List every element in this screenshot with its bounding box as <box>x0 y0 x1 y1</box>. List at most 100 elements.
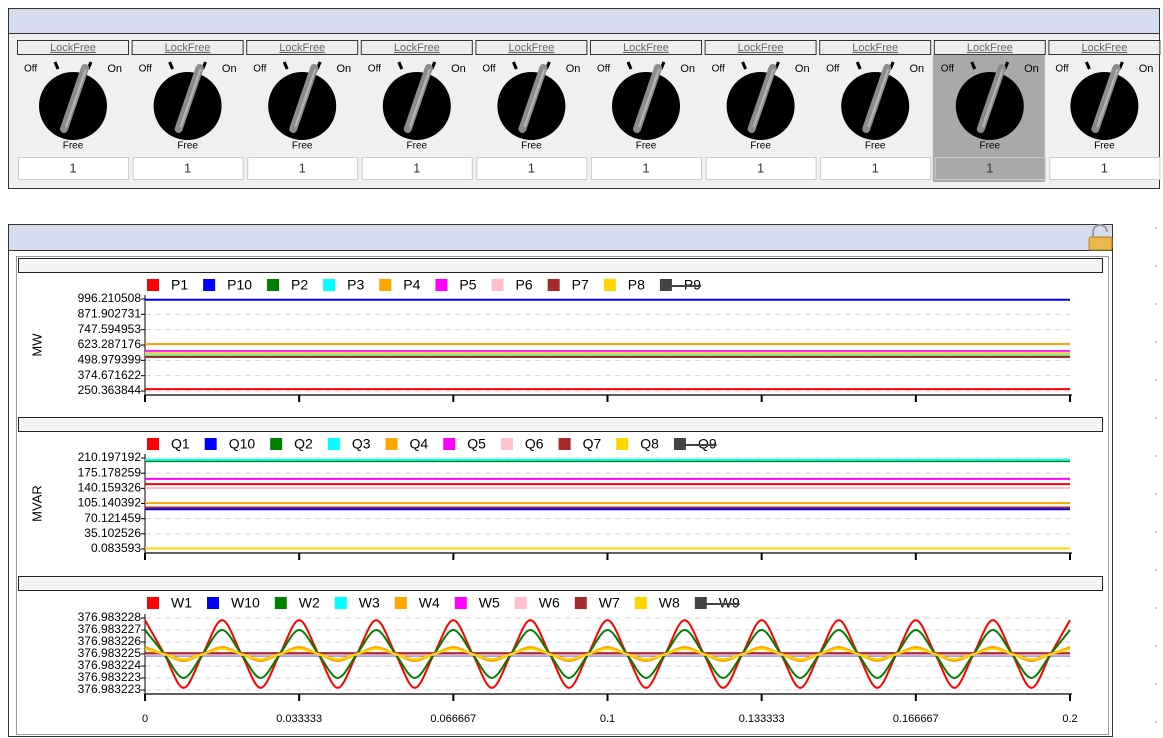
on-label: On <box>1024 63 1039 75</box>
legend-label: W2 <box>299 595 320 611</box>
chart-title-bar <box>19 577 1103 591</box>
legend-swatch <box>267 279 279 291</box>
legend-entry[interactable]: Q10 <box>205 436 256 452</box>
chart-title-bar <box>19 418 1103 432</box>
lock-button-label: LockFree <box>852 42 898 54</box>
y-axis-title: MW <box>29 333 44 357</box>
on-label: On <box>1139 63 1154 75</box>
legend-swatch <box>328 438 340 450</box>
y-tick-label: 623.287176 <box>78 337 142 351</box>
legend-swatch <box>386 438 398 450</box>
value-text: 1 <box>299 160 306 175</box>
edge-dot <box>1155 569 1157 571</box>
legend-label: P4 <box>403 277 420 293</box>
value-text: 1 <box>872 160 879 175</box>
edge-dot <box>1155 379 1157 381</box>
screen: LockFreeOffOnFree1LockFreeOffOnFree1Lock… <box>0 0 1163 738</box>
value-text: 1 <box>986 160 993 175</box>
legend-swatch <box>492 279 504 291</box>
legend-swatch <box>435 279 447 291</box>
mode-label: Free <box>521 141 542 152</box>
legend-swatch <box>395 597 407 609</box>
y-tick-label: 376.983223 <box>78 682 142 696</box>
legend-swatch <box>616 438 628 450</box>
mode-label: Free <box>636 141 657 152</box>
edge-dot <box>1155 493 1157 495</box>
edge-dot <box>1155 607 1157 609</box>
legend-label: Q6 <box>525 436 544 452</box>
legend-label: P2 <box>291 277 308 293</box>
legend-label: Q9 <box>698 436 717 452</box>
legend-swatch <box>335 597 347 609</box>
on-label: On <box>337 63 352 75</box>
legend-swatch <box>635 597 647 609</box>
legend-label: P6 <box>516 277 533 293</box>
mode-label: Free <box>865 141 886 152</box>
legend-swatch <box>275 597 287 609</box>
y-tick-label: 140.159326 <box>78 481 142 495</box>
edge-dot <box>1155 303 1157 305</box>
y-tick-label: 35.102526 <box>84 526 141 540</box>
off-label: Off <box>139 64 152 75</box>
legend-swatch <box>575 597 587 609</box>
off-label: Off <box>712 64 725 75</box>
legend-swatch <box>323 279 335 291</box>
legend-entry[interactable]: P10 <box>203 277 252 293</box>
legend-label: P9 <box>684 277 701 293</box>
y-tick-label: 70.121459 <box>84 511 141 525</box>
legend-swatch <box>548 279 560 291</box>
y-tick-label: 210.197192 <box>78 450 142 464</box>
y-tick-label: 374.671622 <box>78 368 142 382</box>
off-label: Off <box>368 64 381 75</box>
x-tick-label: 0.1 <box>600 713 615 725</box>
edge-dot <box>1155 455 1157 457</box>
legend-label: W4 <box>419 595 440 611</box>
lock-button-label: LockFree <box>967 42 1013 54</box>
mode-label: Free <box>177 141 198 152</box>
edge-dot <box>1155 645 1157 647</box>
on-label: On <box>107 63 122 75</box>
legend-label: W1 <box>171 595 192 611</box>
y-tick-label: 498.979399 <box>78 353 142 367</box>
value-text: 1 <box>69 160 76 175</box>
chart-title-bar <box>19 259 1103 273</box>
mode-label: Free <box>1094 141 1115 152</box>
legend-swatch <box>207 597 219 609</box>
legend-swatch <box>270 438 282 450</box>
y-tick-label: 0.083593 <box>91 541 141 555</box>
off-label: Off <box>253 64 266 75</box>
legend-label: W10 <box>231 595 260 611</box>
legend-label: Q3 <box>352 436 371 452</box>
legend-label: Q5 <box>467 436 486 452</box>
y-tick-label: 175.178259 <box>78 465 142 479</box>
lock-button-label: LockFree <box>50 42 96 54</box>
mode-label: Free <box>63 141 84 152</box>
legend-label: Q4 <box>410 436 429 452</box>
lock-button-label: LockFree <box>508 42 554 54</box>
x-tick-label: 0.166667 <box>893 713 939 725</box>
legend-swatch <box>443 438 455 450</box>
legend-label: Q10 <box>229 436 256 452</box>
y-tick-label: 105.140392 <box>78 496 142 510</box>
lock-button-label: LockFree <box>279 42 325 54</box>
legend-label: W7 <box>599 595 620 611</box>
legend-label: W6 <box>539 595 560 611</box>
value-text: 1 <box>528 160 535 175</box>
legend-label: W8 <box>659 595 680 611</box>
x-tick-label: 0.033333 <box>276 713 322 725</box>
legend-label: W9 <box>719 595 740 611</box>
edge-dot <box>1155 265 1157 267</box>
legend-swatch <box>515 597 527 609</box>
legend-label: P8 <box>628 277 645 293</box>
edge-dot <box>1155 721 1157 723</box>
lock-button-label: LockFree <box>165 42 211 54</box>
breaker-panel-header <box>9 9 1160 34</box>
on-label: On <box>222 63 237 75</box>
mode-label: Free <box>750 141 771 152</box>
legend-swatch <box>501 438 513 450</box>
y-tick-label: 250.363844 <box>78 383 142 397</box>
value-text: 1 <box>413 160 420 175</box>
on-label: On <box>451 63 466 75</box>
legend-entry[interactable]: W10 <box>207 595 260 611</box>
